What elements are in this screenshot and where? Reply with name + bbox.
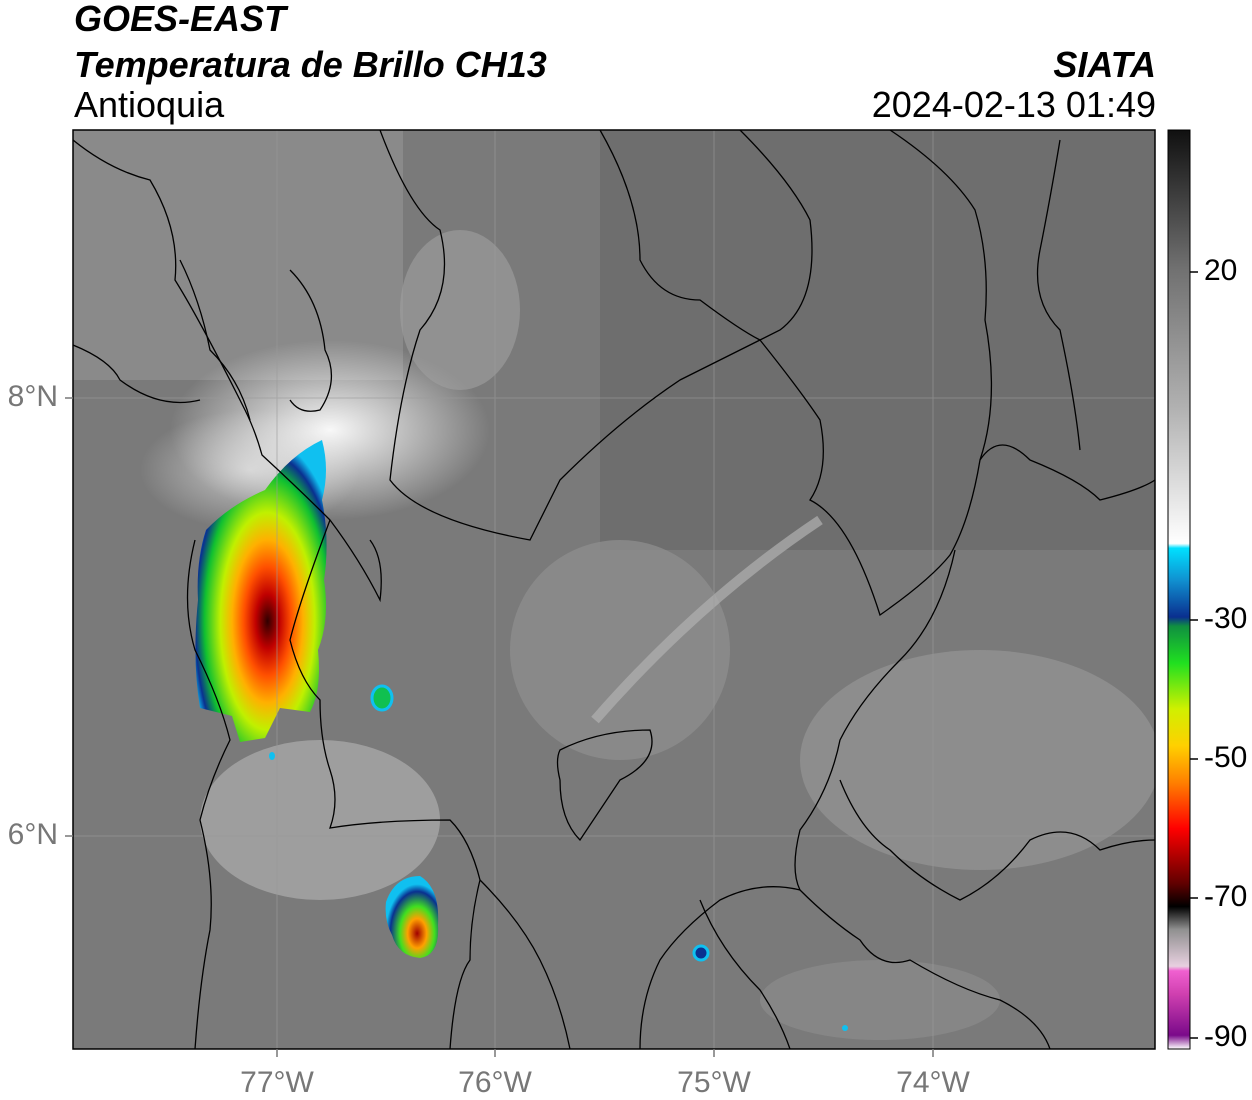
lon-label-76w: 76°W (458, 1066, 532, 1099)
lon-label-77w: 77°W (240, 1066, 314, 1099)
colorbar (1167, 129, 1191, 1050)
cold-cloud-top-south (385, 876, 439, 958)
colorbar-label-20: 20 (1204, 254, 1238, 287)
cold-cloud-top-north (195, 440, 327, 742)
lat-label-6n: 6°N (7, 818, 58, 851)
axis-ticks (65, 397, 934, 1057)
agency-label: SIATA (1053, 44, 1156, 85)
gridlines (73, 130, 1155, 1049)
boundary-lines (73, 130, 1155, 1049)
satellite-title: GOES-EAST (74, 0, 287, 39)
map-frame (72, 129, 1156, 1050)
colorbar-ticks (1190, 271, 1198, 1039)
lon-label-75w: 75°W (677, 1066, 751, 1099)
datetime-label: 2024-02-13 01:49 (871, 84, 1156, 125)
colorbar-label-minus30: -30 (1204, 602, 1248, 635)
lon-label-74w: 74°W (896, 1066, 970, 1099)
lat-label-8n: 8°N (7, 380, 58, 413)
colorbar-label-minus70: -70 (1204, 880, 1248, 913)
region-label: Antioquia (74, 84, 225, 125)
colorbar-label-minus90: -90 (1204, 1020, 1248, 1053)
colorbar-label-minus50: -50 (1204, 741, 1248, 774)
product-title: Temperatura de Brillo CH13 (74, 44, 547, 85)
brightness-temperature-field (73, 130, 1155, 1049)
